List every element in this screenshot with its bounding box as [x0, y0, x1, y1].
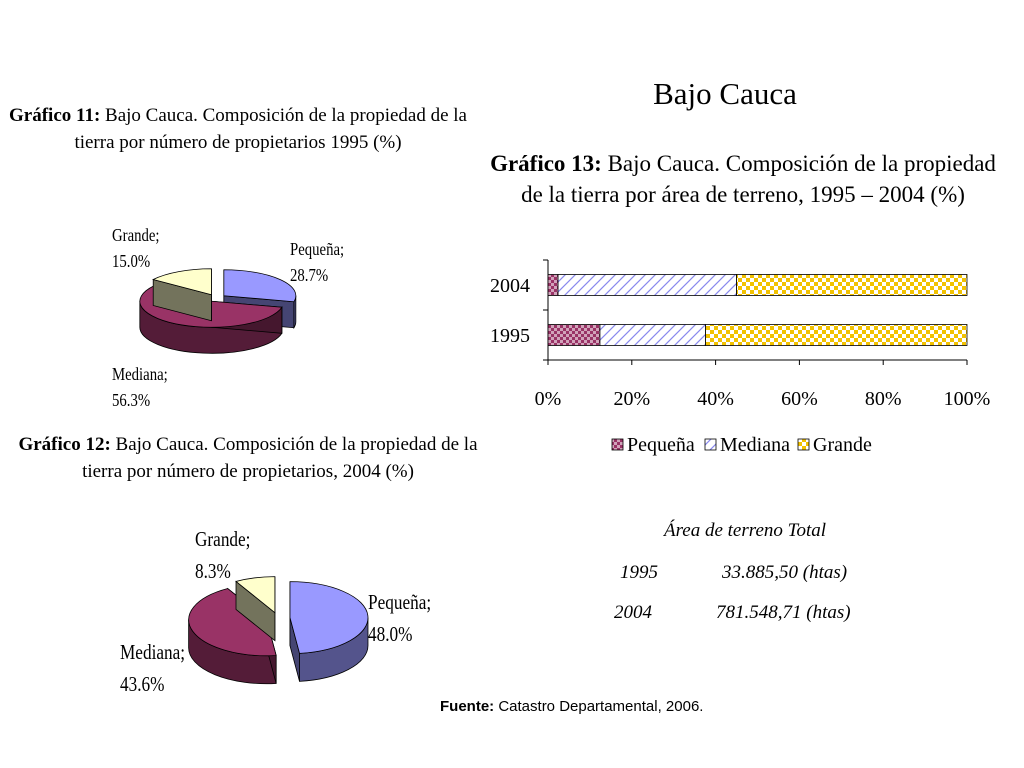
pie11-label-grande-value: 15.0%: [112, 251, 151, 271]
pie11-label-pequena: Pequeña; 28.7%: [290, 236, 344, 288]
bar13-segment-grande-1995: [705, 324, 968, 346]
chart13-caption-text: Bajo Cauca. Composición de la propiedad …: [521, 151, 996, 207]
pie11-label-mediana: Mediana; 56.3%: [112, 361, 168, 413]
bar13-plot: 0% 20% 40% 60% 80% 100% 2004 1995 Pequeña Mediana…: [490, 259, 991, 456]
bar13-legend-label: Grande: [813, 434, 872, 456]
bar13-legend-label: Pequeña: [627, 434, 695, 456]
bar13-segment-mediana-2004: [557, 274, 737, 296]
source-label: Fuente:: [440, 698, 495, 715]
area-row-2004-year: 2004: [614, 602, 652, 623]
chart13-caption: Gráfico 13: Bajo Cauca. Composición de l…: [488, 148, 998, 210]
pie11-label-pequena-name: Pequeña;: [290, 239, 345, 259]
chart12-caption-bold: Gráfico 12:: [18, 434, 111, 455]
bar13-legend-pequena: Pequeña: [611, 434, 695, 456]
pie12-label-mediana: Mediana; 43.6%: [120, 636, 185, 700]
bar13-category-label: 1995: [490, 325, 530, 347]
pie12-label-grande: Grande; 8.3%: [195, 523, 250, 587]
bar13-category-label: 2004: [490, 275, 530, 297]
bar13-x-tick-label: 40%: [697, 388, 734, 410]
bar13-x-tick-label: 100%: [944, 388, 991, 410]
pie12-label-pequena: Pequeña; 48.0%: [368, 586, 431, 650]
pie12-label-pequena-value: 48.0%: [368, 622, 413, 646]
area-total-title: Área de terreno Total: [663, 520, 827, 541]
pie12-slices: [188, 576, 369, 685]
area-row-1995-value: 33.885,50 (htas): [722, 562, 848, 583]
area-row-1995-year: 1995: [620, 562, 658, 583]
bar13-legend-mediana: Mediana: [704, 434, 790, 456]
bar13-segment-pequena-1995: [547, 324, 601, 346]
pie12-slice-grande: [235, 576, 276, 642]
pie11-label-mediana-value: 56.3%: [112, 390, 151, 410]
chart11-caption-text: Bajo Cauca. Composición de la propiedad …: [74, 105, 467, 153]
pie11-label-grande: Grande; 15.0%: [112, 222, 160, 274]
pie12-label-grande-value: 8.3%: [195, 559, 231, 583]
chart13-caption-bold: Gráfico 13:: [490, 151, 602, 176]
chart11-caption-bold: Gráfico 11:: [9, 105, 101, 126]
pie11-slice-grande: [152, 268, 212, 322]
bar13-legend-swatch: [704, 438, 717, 451]
pie-chart-12: [188, 576, 369, 685]
pie12-label-mediana-name: Mediana;: [120, 640, 186, 664]
area-row-2004-value: 781.548,71 (htas): [716, 602, 851, 623]
pie12-label-grande-name: Grande;: [195, 527, 251, 551]
pie-chart-11: [139, 268, 297, 354]
source-note: Fuente: Catastro Departamental, 2006.: [440, 698, 703, 715]
bar13-segment-grande-2004: [736, 274, 968, 296]
pie11-slices: [139, 268, 297, 354]
bar13-legend-label: Mediana: [720, 434, 790, 456]
bar13-x-tick-label: 60%: [781, 388, 818, 410]
bar13-x-tick-label: 20%: [613, 388, 650, 410]
bar13-segment-mediana-1995: [599, 324, 706, 346]
chart11-caption: Gráfico 11: Bajo Cauca. Composición de l…: [8, 102, 468, 156]
pie11-label-grande-name: Grande;: [112, 225, 160, 245]
bar13-x-tick-label: 0%: [535, 388, 562, 410]
page-title: Bajo Cauca: [653, 76, 797, 111]
pie12-slice-pequena: [289, 581, 369, 682]
source-text: Catastro Departamental, 2006.: [494, 698, 704, 715]
bar13-legend-swatch: [611, 438, 624, 451]
bar13-legend-swatch: [797, 438, 810, 451]
bar13-x-tick-label: 80%: [865, 388, 902, 410]
pie11-label-mediana-name: Mediana;: [112, 364, 168, 384]
pie11-label-pequena-value: 28.7%: [290, 265, 329, 285]
chart12-caption-text: Bajo Cauca. Composición de la propiedad …: [82, 434, 478, 482]
chart12-caption: Gráfico 12: Bajo Cauca. Composición de l…: [8, 431, 488, 485]
pie12-label-pequena-name: Pequeña;: [368, 590, 432, 614]
bar13-segment-pequena-2004: [547, 274, 559, 296]
bar13-legend-grande: Grande: [797, 434, 872, 456]
bar-chart-13: 0% 20% 40% 60% 80% 100% 2004 1995 Pequeña Mediana…: [490, 259, 991, 456]
pie12-label-mediana-value: 43.6%: [120, 672, 165, 696]
